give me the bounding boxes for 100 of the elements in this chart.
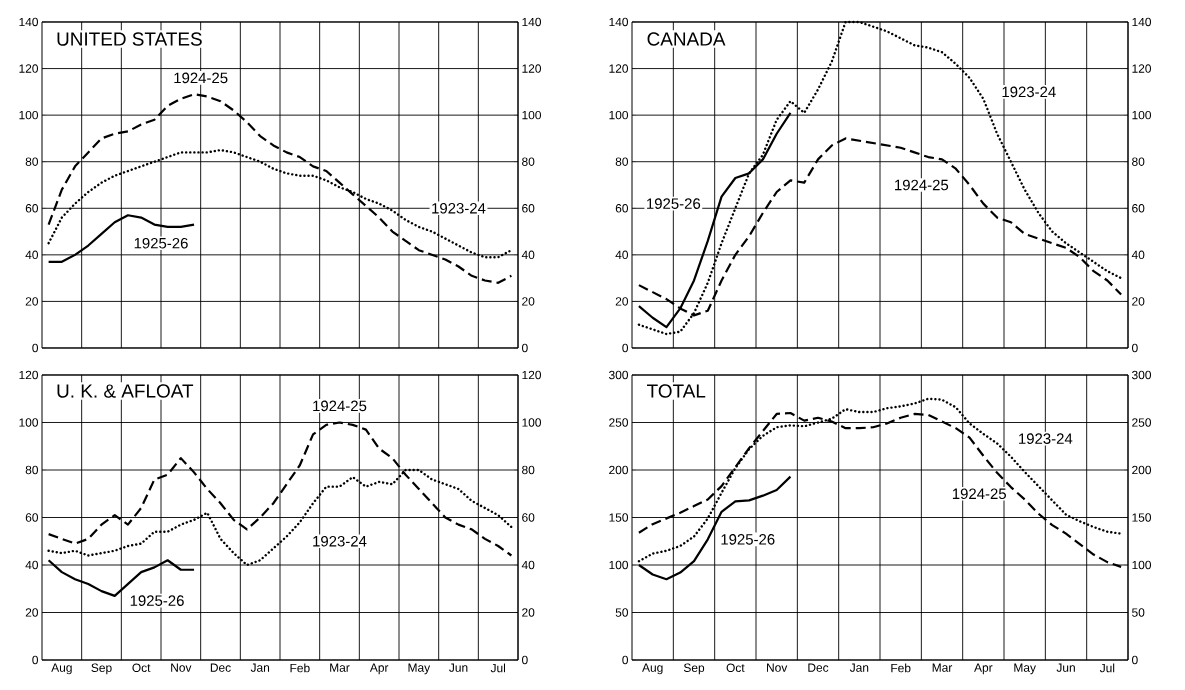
y2-tick-label: 80 bbox=[1132, 157, 1145, 166]
y-tick-label: 100 bbox=[609, 110, 629, 120]
x-tick-label: Dec bbox=[210, 663, 231, 672]
y-tick-label: 20 bbox=[615, 297, 629, 306]
y-tick-label: 60 bbox=[615, 204, 629, 213]
y-tick-label: 100 bbox=[19, 418, 39, 427]
y2-tick-label: 300 bbox=[1131, 370, 1152, 380]
y-tick-label: 120 bbox=[19, 64, 39, 73]
y2-tick-label: 0 bbox=[522, 343, 528, 353]
y2-tick-label: 140 bbox=[522, 17, 542, 27]
x-tick-label: Dec bbox=[808, 663, 829, 672]
y2-tick-label: 80 bbox=[522, 465, 535, 475]
x-tick-label: Sep bbox=[91, 663, 112, 675]
y2-tick-label: 150 bbox=[1132, 513, 1152, 522]
y-tick-label: 250 bbox=[609, 418, 629, 427]
y-tick-label: 40 bbox=[615, 250, 629, 260]
chart-title: UNITED STATES bbox=[57, 32, 202, 46]
y-tick-label: 20 bbox=[25, 297, 39, 306]
y2-tick-label: 100 bbox=[1132, 560, 1152, 570]
x-tick-label: May bbox=[408, 663, 431, 675]
chart-title: U. K. & AFLOAT bbox=[57, 384, 194, 398]
y-tick-label: 40 bbox=[25, 560, 39, 570]
x-tick-label: Nov bbox=[171, 663, 192, 672]
y-tick-label: 80 bbox=[25, 465, 39, 475]
y2-tick-label: 100 bbox=[522, 418, 542, 427]
x-tick-label: Jul bbox=[490, 663, 506, 673]
y2-tick-label: 60 bbox=[522, 513, 535, 522]
chart-title: TOTAL bbox=[647, 384, 706, 398]
y2-tick-label: 0 bbox=[522, 655, 528, 665]
y2-tick-label: 40 bbox=[521, 560, 535, 570]
y2-tick-label: 20 bbox=[522, 297, 535, 306]
x-tick-label: Mar bbox=[330, 663, 350, 672]
y2-tick-label: 140 bbox=[1132, 17, 1152, 27]
y-tick-label: 80 bbox=[615, 157, 629, 166]
y2-tick-label: 60 bbox=[1132, 204, 1145, 213]
x-tick-label: Jul bbox=[1099, 663, 1115, 673]
y2-tick-label: 100 bbox=[522, 110, 542, 120]
y-tick-label: 0 bbox=[32, 343, 39, 353]
series-label: 1925-26 bbox=[721, 534, 775, 545]
x-tick-label: Mar bbox=[932, 663, 953, 672]
y-tick-label: 100 bbox=[19, 110, 39, 120]
y-tick-label: 0 bbox=[622, 655, 629, 665]
series-label: 1923-24 bbox=[1002, 86, 1056, 98]
y2-tick-label: 0 bbox=[1132, 655, 1138, 665]
y-tick-label: 0 bbox=[622, 343, 629, 353]
x-tick-label: May bbox=[1014, 663, 1036, 675]
series-label: 1924-25 bbox=[952, 488, 1006, 500]
x-tick-label: Oct bbox=[132, 663, 151, 672]
y-tick-label: 140 bbox=[609, 17, 629, 27]
x-tick-label: Apr bbox=[369, 663, 389, 675]
x-tick-label: Feb bbox=[891, 663, 911, 673]
x-tick-label: Apr bbox=[974, 663, 993, 675]
x-tick-label: Nov bbox=[767, 663, 788, 672]
y-tick-label: 20 bbox=[25, 608, 39, 617]
x-tick-label: Oct bbox=[726, 663, 745, 672]
series-label: 1925-26 bbox=[134, 237, 188, 249]
y-tick-label: 120 bbox=[609, 64, 629, 73]
series-label: 1923-24 bbox=[313, 535, 367, 547]
x-tick-label: Jan bbox=[250, 663, 270, 672]
y2-tick-label: 120 bbox=[522, 370, 542, 380]
y2-tick-label: 100 bbox=[1132, 110, 1152, 120]
y2-tick-label: 80 bbox=[522, 157, 535, 166]
y-tick-label: 120 bbox=[19, 370, 39, 380]
x-tick-label: Aug bbox=[51, 663, 72, 675]
y-tick-label: 60 bbox=[25, 204, 39, 213]
y2-tick-label: 120 bbox=[1132, 64, 1152, 73]
y2-tick-label: 120 bbox=[522, 64, 542, 73]
y2-tick-label: 200 bbox=[1132, 465, 1152, 475]
y-tick-label: 60 bbox=[25, 513, 39, 522]
y2-tick-label: 250 bbox=[1132, 418, 1152, 427]
y2-tick-label: 40 bbox=[1131, 250, 1145, 260]
series-label: 1924-25 bbox=[174, 72, 228, 84]
y2-tick-label: 0 bbox=[1132, 343, 1138, 353]
x-tick-label: Jan bbox=[849, 663, 869, 672]
x-tick-label: Jun bbox=[449, 663, 468, 672]
series-label: 1923-24 bbox=[432, 202, 486, 214]
series-label: 1925-26 bbox=[130, 595, 184, 606]
y2-tick-label: 40 bbox=[521, 250, 535, 260]
series-label: 1924-25 bbox=[313, 400, 367, 412]
y2-tick-label: 20 bbox=[522, 608, 535, 617]
series-label: 1924-25 bbox=[895, 179, 949, 191]
x-tick-label: Sep bbox=[683, 663, 705, 675]
y-tick-label: 80 bbox=[25, 157, 39, 166]
y2-tick-label: 60 bbox=[522, 204, 535, 213]
y-tick-label: 300 bbox=[608, 370, 629, 380]
y-tick-label: 0 bbox=[32, 655, 39, 665]
x-tick-label: Feb bbox=[290, 663, 310, 673]
x-tick-label: Jun bbox=[1056, 663, 1075, 672]
y-tick-label: 150 bbox=[609, 513, 629, 522]
series-label: 1923-24 bbox=[1019, 433, 1073, 444]
y-tick-label: 100 bbox=[609, 560, 629, 570]
y-tick-label: 40 bbox=[25, 250, 39, 260]
x-tick-label: Aug bbox=[642, 663, 663, 675]
y-tick-label: 200 bbox=[609, 465, 629, 475]
legend-label: 1925-26 bbox=[647, 198, 701, 209]
chart-title: CANADA bbox=[647, 32, 726, 46]
y-tick-label: 50 bbox=[615, 608, 629, 617]
y2-tick-label: 20 bbox=[1132, 297, 1145, 306]
y-tick-label: 140 bbox=[19, 17, 39, 27]
y2-tick-label: 50 bbox=[1132, 608, 1145, 617]
